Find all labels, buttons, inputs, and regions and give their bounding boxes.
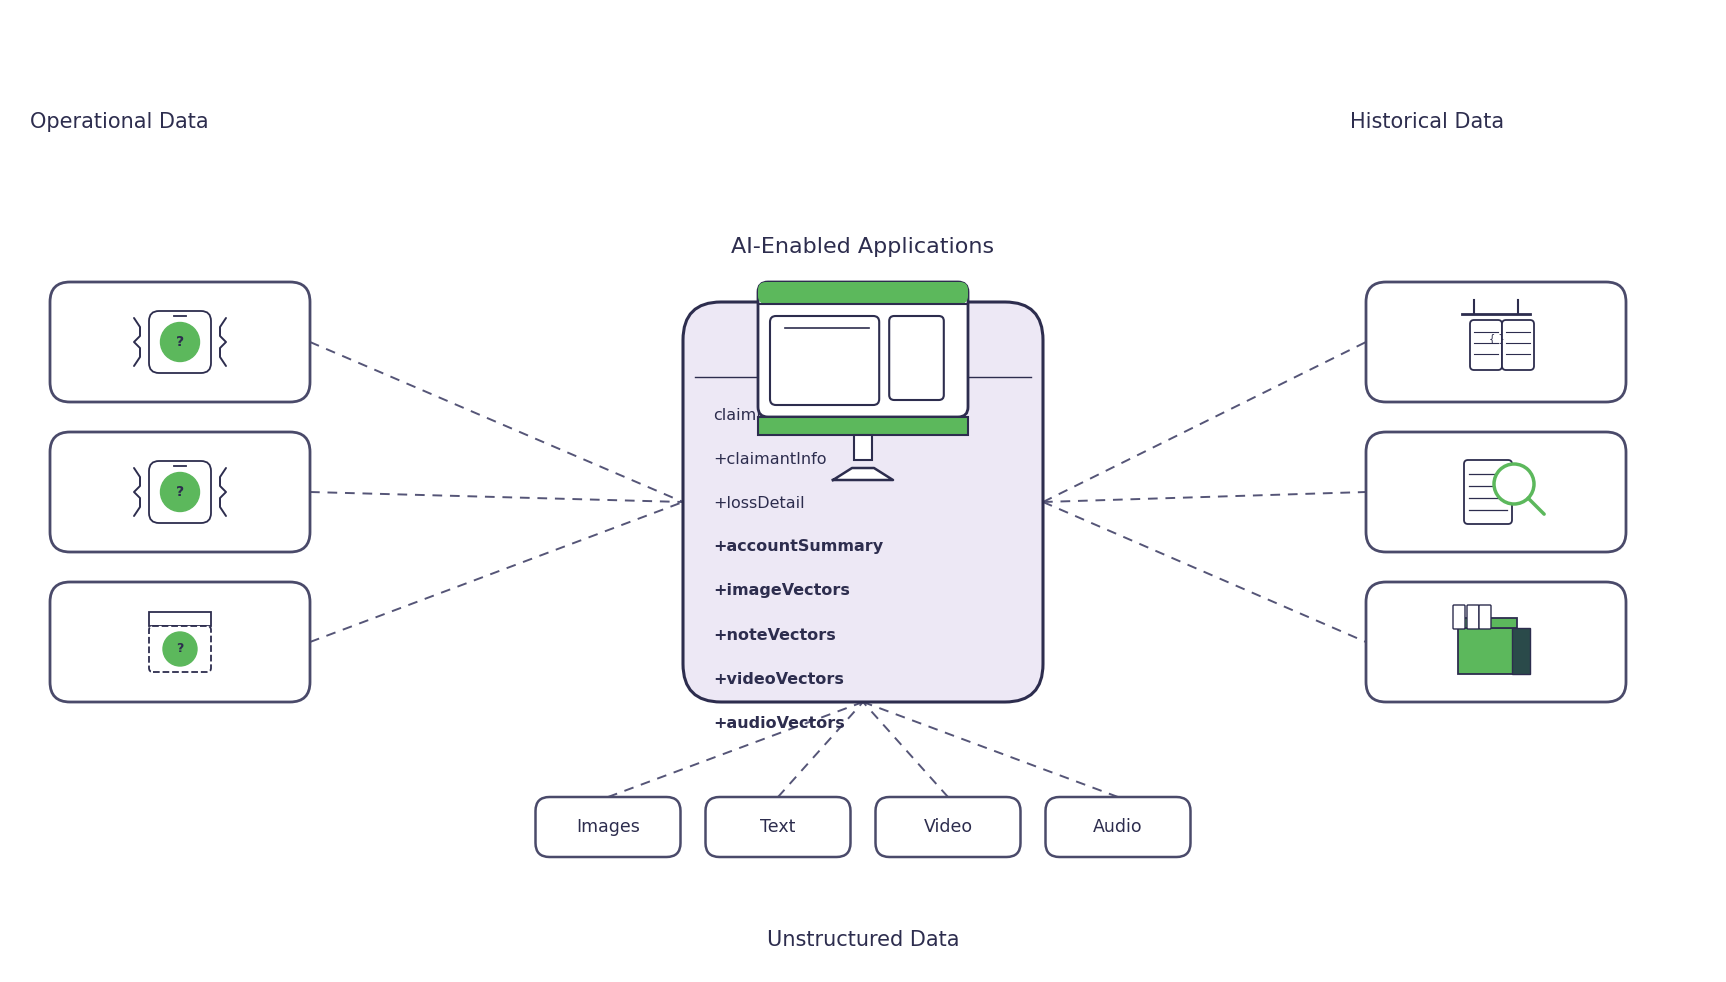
- Text: Operational Data: Operational Data: [29, 112, 209, 132]
- FancyBboxPatch shape: [50, 282, 311, 402]
- Bar: [1455, 618, 1517, 628]
- Text: ?: ?: [176, 335, 185, 349]
- FancyBboxPatch shape: [770, 316, 879, 405]
- Text: Text: Text: [761, 818, 796, 836]
- FancyBboxPatch shape: [50, 582, 311, 702]
- Text: Claim: Claim: [827, 335, 899, 359]
- Text: +audioVectors: +audioVectors: [713, 716, 844, 731]
- Text: +imageVectors: +imageVectors: [713, 583, 849, 598]
- FancyBboxPatch shape: [1479, 605, 1491, 629]
- FancyBboxPatch shape: [1453, 605, 1465, 629]
- Circle shape: [161, 322, 200, 361]
- Text: Video: Video: [923, 818, 972, 836]
- FancyBboxPatch shape: [1365, 582, 1626, 702]
- FancyBboxPatch shape: [1458, 628, 1514, 674]
- FancyBboxPatch shape: [148, 461, 211, 523]
- Text: AI-Enabled Applications: AI-Enabled Applications: [732, 237, 994, 257]
- Text: ?: ?: [176, 485, 185, 499]
- FancyBboxPatch shape: [889, 316, 944, 400]
- Polygon shape: [834, 468, 892, 480]
- Text: +claimantInfo: +claimantInfo: [713, 452, 827, 466]
- Text: claimID: claimID: [713, 408, 773, 422]
- FancyBboxPatch shape: [683, 302, 1043, 702]
- Text: Historical Data: Historical Data: [1350, 112, 1503, 132]
- FancyBboxPatch shape: [535, 797, 680, 857]
- FancyBboxPatch shape: [1464, 460, 1512, 524]
- FancyBboxPatch shape: [758, 282, 968, 304]
- Circle shape: [161, 472, 200, 512]
- FancyBboxPatch shape: [1502, 320, 1534, 370]
- Bar: [758, 417, 968, 435]
- FancyBboxPatch shape: [148, 311, 211, 373]
- Text: +lossDetail: +lossDetail: [713, 496, 804, 511]
- Circle shape: [162, 632, 197, 666]
- Text: Images: Images: [576, 818, 640, 836]
- Text: +accountSummary: +accountSummary: [713, 539, 884, 555]
- FancyBboxPatch shape: [1365, 282, 1626, 402]
- FancyBboxPatch shape: [758, 282, 968, 417]
- FancyBboxPatch shape: [148, 626, 211, 672]
- FancyBboxPatch shape: [1365, 432, 1626, 552]
- Bar: [854, 435, 872, 460]
- FancyBboxPatch shape: [1046, 797, 1191, 857]
- Text: +noteVectors: +noteVectors: [713, 627, 835, 642]
- FancyBboxPatch shape: [1471, 320, 1502, 370]
- FancyBboxPatch shape: [1467, 605, 1479, 629]
- Bar: [1512, 628, 1529, 674]
- Circle shape: [1495, 464, 1534, 504]
- FancyBboxPatch shape: [50, 432, 311, 552]
- FancyBboxPatch shape: [875, 797, 1020, 857]
- Text: { }: { }: [1490, 333, 1505, 343]
- Text: +videoVectors: +videoVectors: [713, 672, 844, 686]
- Text: Audio: Audio: [1093, 818, 1143, 836]
- FancyBboxPatch shape: [706, 797, 851, 857]
- Text: ?: ?: [176, 642, 183, 656]
- Text: Unstructured Data: Unstructured Data: [766, 930, 960, 950]
- Bar: [148, 612, 211, 626]
